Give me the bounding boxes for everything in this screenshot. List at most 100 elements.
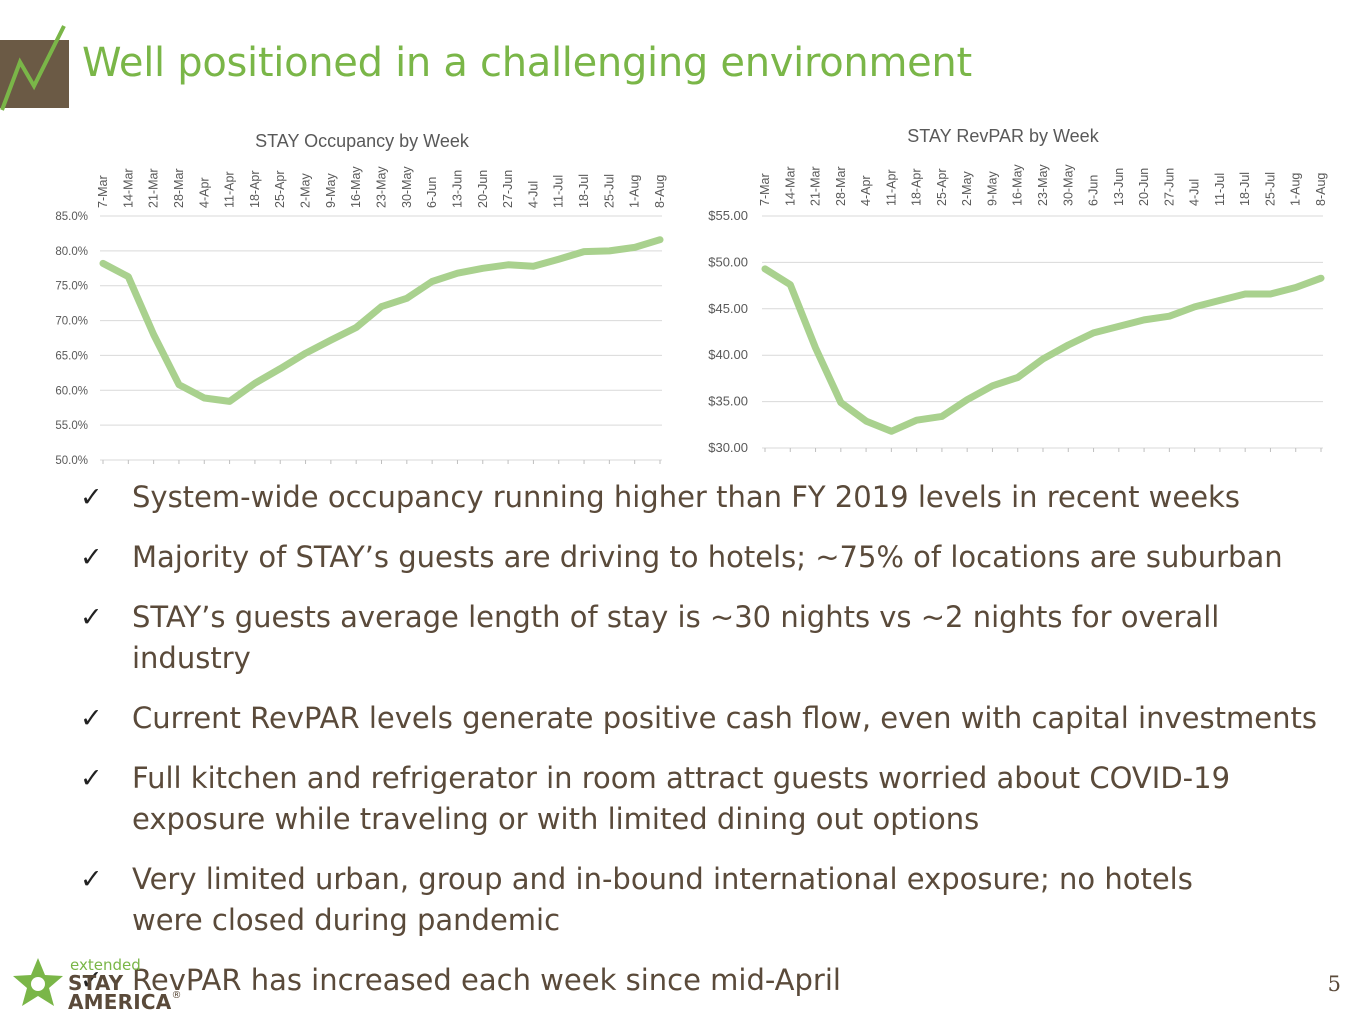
bullet-item: ✓ System-wide occupancy running higher t… [80, 477, 1320, 518]
checkmark-icon: ✓ [80, 602, 103, 633]
category-label: 11-Apr [884, 169, 898, 206]
category-label: 4-Jul [1188, 179, 1202, 206]
bullet-list: ✓ System-wide occupancy running higher t… [80, 474, 1320, 1001]
category-label: 4-Apr [859, 175, 873, 206]
category-label: 9-May [985, 171, 999, 206]
y-tick-label: $35.00 [708, 394, 748, 409]
chart-title: STAY RevPAR by Week [907, 126, 1099, 146]
star-icon [13, 958, 63, 1006]
bullet-item: ✓ Current RevPAR levels generate positiv… [80, 698, 1320, 739]
bullet-item: ✓ STAY’s guests average length of stay i… [80, 597, 1320, 679]
category-label: 9-May [324, 173, 338, 208]
y-tick-label: 65.0% [55, 350, 88, 362]
bullet-text: System-wide occupancy running higher tha… [132, 480, 1240, 514]
category-label: 20-Jun [476, 170, 490, 208]
occupancy-chart-svg: STAY Occupancy by Week 85.0% 80.0% 75.0% 70.… [55, 131, 667, 467]
category-label: 16-May [349, 166, 363, 208]
category-label: 18-Jul [577, 174, 591, 208]
category-label: 4-Apr [197, 177, 211, 208]
category-label: 8-Aug [653, 175, 667, 208]
bullet-text: Very limited urban, group and in-bound i… [132, 862, 1193, 937]
y-tick-label: $40.00 [708, 347, 748, 362]
category-label: 11-Apr [223, 171, 237, 208]
category-label: 20-Jun [1137, 168, 1151, 206]
logo-box [0, 40, 69, 108]
category-label: 7-Mar [758, 173, 772, 206]
y-tick-label: 55.0% [55, 420, 88, 432]
category-label: 2-May [960, 171, 974, 206]
y-tick-label: 60.0% [55, 385, 88, 397]
bullet-text: RevPAR has increased each week since mid… [132, 963, 841, 997]
checkmark-icon: ✓ [80, 482, 103, 513]
checkmark-icon: ✓ [80, 703, 103, 734]
y-tick-label: 50.0% [55, 455, 88, 467]
category-label: 6-Jun [1087, 175, 1101, 206]
checkmark-icon: ✓ [80, 763, 103, 794]
checkmark-icon: ✓ [80, 965, 103, 996]
category-label: 18-Apr [910, 168, 924, 206]
registered-mark: ® [171, 990, 182, 1001]
category-label: 13-Jun [450, 170, 464, 208]
brand-extended-text: extended [70, 956, 141, 974]
y-tick-label: 75.0% [55, 281, 88, 293]
category-label: 1-Aug [628, 175, 642, 208]
bullet-item: ✓ Full kitchen and refrigerator in room … [80, 758, 1320, 840]
bullet-text: Majority of STAY’s guests are driving to… [132, 540, 1283, 574]
y-tick-label: $30.00 [708, 440, 748, 455]
revpar-chart-svg: STAY RevPAR by Week $55.00 $50.00 $45.00 $40… [708, 126, 1328, 455]
category-label: 18-Jul [1238, 172, 1252, 206]
chart-title: STAY Occupancy by Week [255, 131, 470, 151]
y-tick-label: $50.00 [708, 254, 748, 269]
category-label: 21-Mar [147, 168, 161, 208]
revpar-chart: STAY RevPAR by Week $55.00 $50.00 $45.00 $40… [695, 114, 1345, 476]
brand-america-text: AMERICA® [68, 990, 182, 1014]
category-label: 27-Jun [1162, 168, 1176, 206]
header-logo-mark [0, 25, 69, 111]
occupancy-chart: STAY Occupancy by Week 85.0% 80.0% 75.0% 70.… [40, 118, 680, 480]
category-label: 1-Aug [1289, 173, 1303, 206]
y-tick-label: $45.00 [708, 301, 748, 316]
category-label: 30-May [1061, 164, 1075, 206]
brand-america-word: AMERICA [68, 990, 172, 1014]
category-label: 25-Jul [602, 174, 616, 208]
slide-title: Well positioned in a challenging environ… [82, 40, 972, 86]
y-tick-label: 85.0% [55, 211, 88, 223]
bullet-item: ✓ Majority of STAY’s guests are driving … [80, 537, 1320, 578]
category-label: 14-Mar [783, 166, 797, 206]
category-label: 13-Jun [1112, 168, 1126, 206]
category-label: 23-May [375, 166, 389, 208]
y-tick-label: $55.00 [708, 208, 748, 223]
bullet-text: STAY’s guests average length of stay is … [132, 600, 1220, 675]
bullet-item: ✓ Very limited urban, group and in-bound… [80, 859, 1320, 941]
category-label: 30-May [400, 166, 414, 208]
category-label: 21-Mar [809, 166, 823, 206]
bullet-text: Current RevPAR levels generate positive … [132, 701, 1317, 735]
category-label: 11-Jul [1213, 173, 1227, 206]
brand-stay-text: STAY [68, 971, 124, 995]
bullet-text: Full kitchen and refrigerator in room at… [132, 761, 1231, 836]
category-label: 6-Jun [425, 177, 439, 208]
trend-line-icon [0, 25, 66, 111]
series-line [761, 265, 1325, 435]
page-number: 5 [1327, 972, 1341, 996]
checkmark-icon: ✓ [80, 542, 103, 573]
category-label: 2-May [299, 173, 313, 208]
category-label: 14-Mar [121, 168, 135, 208]
y-tick-label: 70.0% [55, 316, 88, 328]
category-label: 4-Jul [526, 181, 540, 208]
y-tick-label: 80.0% [55, 246, 88, 258]
category-label: 27-Jun [501, 170, 515, 208]
category-label: 25-Jul [1263, 172, 1277, 206]
category-label: 25-Apr [273, 170, 287, 208]
category-label: 25-Apr [935, 168, 949, 206]
checkmark-icon: ✓ [80, 864, 103, 895]
category-label: 11-Jul [552, 175, 566, 208]
category-label: 8-Aug [1314, 173, 1328, 206]
series-line [99, 236, 664, 405]
category-label: 16-May [1011, 164, 1025, 206]
bullet-item: ✓ RevPAR has increased each week since m… [80, 960, 1320, 1001]
category-label: 18-Apr [248, 170, 262, 208]
brand-star-logo [13, 958, 63, 1006]
category-label: 28-Mar [834, 166, 848, 206]
category-label: 23-May [1036, 164, 1050, 206]
